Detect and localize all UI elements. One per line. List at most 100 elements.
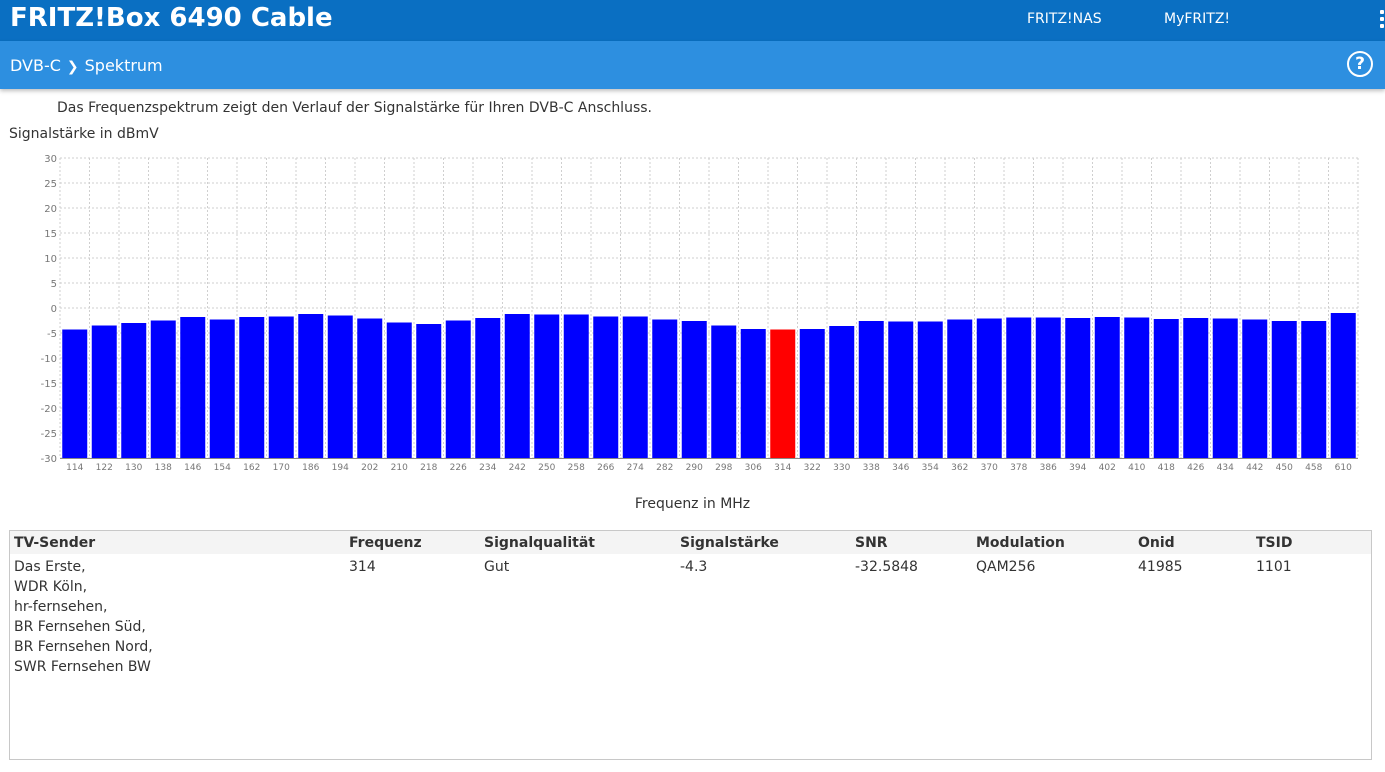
x-tick-label: 306 [745, 463, 762, 473]
header-signalqualitaet[interactable]: Signalqualität [484, 535, 595, 551]
y-tick-label: 0 [51, 304, 57, 315]
chart-bar [1153, 319, 1179, 458]
sender-name: BR Fernsehen Nord, [14, 639, 153, 655]
chart-bar [622, 316, 648, 458]
x-tick-label: 250 [538, 463, 555, 473]
x-tick-label: 298 [715, 463, 732, 473]
sender-name: BR Fernsehen Süd, [14, 619, 146, 635]
sender-name: hr-fernsehen, [14, 599, 108, 615]
chart-bar [1006, 317, 1032, 458]
cell-signalstaerke: -4.3 [680, 559, 708, 575]
cell-onid: 41985 [1138, 559, 1183, 575]
brand-title: FRITZ!Box 6490 Cable [10, 3, 333, 33]
y-tick-label: 30 [44, 154, 57, 165]
header-snr[interactable]: SNR [855, 535, 888, 551]
chart-bar [209, 319, 235, 458]
x-tick-label: 410 [1128, 463, 1145, 473]
x-tick-label: 242 [509, 463, 526, 473]
chart-bar [475, 318, 501, 458]
table-row[interactable]: Das Erste, WDR Köln, hr-fernsehen, BR Fe… [10, 554, 1371, 680]
chart-bar [888, 321, 914, 458]
chart-bar [1212, 318, 1238, 458]
chart-bar [386, 322, 412, 458]
x-tick-label: 274 [627, 463, 644, 473]
cell-tv-sender: Das Erste, WDR Köln, hr-fernsehen, BR Fe… [10, 554, 345, 680]
x-tick-label: 378 [1010, 463, 1027, 473]
chart-bar [1094, 317, 1120, 458]
header-frequenz[interactable]: Frequenz [349, 535, 422, 551]
y-axis-label: Signalstärke in dBmV [9, 126, 159, 142]
chart-bar [121, 323, 147, 458]
x-tick-label: 450 [1276, 463, 1293, 473]
page-description: Das Frequenzspektrum zeigt den Verlauf d… [57, 100, 652, 116]
chart-bar [327, 315, 353, 458]
x-tick-label: 282 [656, 463, 673, 473]
y-tick-label: -25 [41, 429, 57, 440]
sender-name: SWR Fernsehen BW [14, 659, 151, 675]
header-modulation[interactable]: Modulation [976, 535, 1065, 551]
top-header: FRITZ!Box 6490 Cable FRITZ!NAS MyFRITZ! [0, 0, 1385, 41]
y-tick-label: 5 [51, 279, 57, 290]
header-onid[interactable]: Onid [1138, 535, 1175, 551]
y-tick-label: -20 [41, 404, 57, 415]
chart-bar [976, 318, 1002, 458]
x-tick-label: 210 [391, 463, 408, 473]
x-tick-label: 338 [863, 463, 880, 473]
x-tick-label: 138 [155, 463, 172, 473]
chart-bar [298, 314, 324, 458]
x-tick-label: 290 [686, 463, 703, 473]
x-tick-label: 146 [184, 463, 201, 473]
fritz-nas-link[interactable]: FRITZ!NAS [1027, 11, 1102, 27]
menu-icon[interactable] [1380, 10, 1385, 31]
chart-bar [1330, 313, 1356, 458]
x-tick-label: 202 [361, 463, 378, 473]
header-signalstaerke[interactable]: Signalstärke [680, 535, 779, 551]
x-tick-label: 322 [804, 463, 821, 473]
channel-table: TV-Sender Frequenz Signalqualität Signal… [10, 531, 1371, 680]
breadcrumb-section[interactable]: DVB-C [10, 56, 61, 75]
x-tick-label: 434 [1217, 463, 1234, 473]
x-tick-label: 258 [568, 463, 585, 473]
x-tick-label: 426 [1187, 463, 1204, 473]
header-tsid[interactable]: TSID [1256, 535, 1293, 551]
x-tick-label: 610 [1335, 463, 1352, 473]
myfritz-link[interactable]: MyFRITZ! [1164, 11, 1231, 27]
sender-name: WDR Köln, [14, 579, 88, 595]
x-tick-label: 442 [1246, 463, 1263, 473]
x-tick-label: 114 [66, 463, 83, 473]
chart-bar [1124, 317, 1150, 458]
cell-modulation: QAM256 [976, 559, 1036, 575]
help-icon[interactable]: ? [1347, 51, 1373, 77]
y-tick-label: -30 [41, 454, 57, 465]
x-tick-label: 354 [922, 463, 939, 473]
x-tick-label: 370 [981, 463, 998, 473]
chart-bar [1065, 318, 1091, 458]
x-tick-label: 162 [243, 463, 260, 473]
breadcrumb: DVB-C ❯ Spektrum [10, 56, 163, 75]
chart-bar [829, 326, 855, 458]
y-tick-label: -5 [47, 329, 57, 340]
x-tick-label: 458 [1305, 463, 1322, 473]
chevron-right-icon: ❯ [66, 59, 79, 75]
y-tick-label: 10 [44, 254, 57, 265]
x-axis-label: Frequenz in MHz [634, 496, 751, 512]
chart-bar [357, 318, 383, 458]
chart-bar [917, 321, 943, 458]
chart-bar [239, 317, 265, 458]
cell-frequenz: 314 [349, 559, 376, 575]
chart-bar [1242, 319, 1268, 458]
x-tick-label: 418 [1158, 463, 1175, 473]
spectrum-chart: 30 25 20 15 10 5 0 -5 -10 -15 -20 -25 -30 114 122 130 13… [41, 154, 1359, 473]
chart-bar [563, 314, 589, 458]
x-tick-label: 170 [273, 463, 290, 473]
x-tick-label: 314 [774, 463, 791, 473]
x-tick-label: 186 [302, 463, 319, 473]
header-tv-sender[interactable]: TV-Sender [14, 535, 96, 551]
chart-bar [711, 325, 737, 458]
breadcrumb-bar: DVB-C ❯ Spektrum ? [0, 41, 1385, 89]
x-tick-label: 402 [1099, 463, 1116, 473]
chart-bar [91, 325, 117, 458]
x-tick-label: 386 [1040, 463, 1057, 473]
x-tick-label: 226 [450, 463, 467, 473]
x-tick-label: 122 [96, 463, 113, 473]
